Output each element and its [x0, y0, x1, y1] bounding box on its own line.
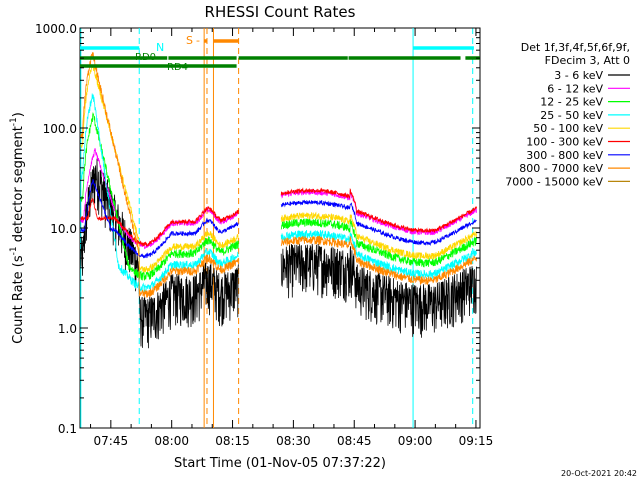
series-line-800-7000-kev — [80, 51, 239, 298]
plot-area — [79, 27, 481, 429]
y-tick-label: 1000.0 — [35, 22, 77, 36]
x-axis-label: Start Time (01-Nov-05 07:37:22) — [174, 456, 386, 471]
y-tick-label: 100.0 — [43, 122, 77, 136]
state-bars — [80, 39, 480, 68]
data-series-lines — [80, 51, 477, 349]
legend-label: 6 - 12 keV — [547, 82, 603, 95]
x-tick-label: 09:15 — [459, 434, 494, 448]
legend-label: 800 - 7000 keV — [519, 162, 603, 175]
legend-label: 3 - 6 keV — [554, 69, 603, 82]
series-line-300-800-kev — [280, 199, 477, 247]
annotation-s-label: S — [186, 34, 193, 47]
y-tick-label: 10.0 — [50, 222, 77, 236]
event-vertical-lines — [80, 28, 474, 428]
y-axis-ticks: 0.1 1.0 10.0 100.0 1000.0 — [35, 22, 480, 436]
legend: Det 1f,3f,4f,5f,6f,9f, FDecim 3, Att 0 3… — [505, 41, 630, 188]
series-line-300-800-kev — [80, 179, 239, 259]
timestamp: 20-Oct-2021 20:42 — [561, 469, 637, 478]
annotation-s-dash: - — [196, 34, 200, 47]
legend-label: 12 - 25 keV — [540, 96, 603, 109]
series-line-6-12-kev — [280, 188, 477, 236]
x-axis-ticks: 07:45 08:00 08:15 08:30 08:45 09:00 09:15 — [90, 28, 494, 448]
series-line-25-50-kev — [80, 93, 239, 293]
y-tick-label: 0.1 — [58, 422, 77, 436]
x-tick-label: 08:00 — [154, 434, 189, 448]
y-tick-label: 1.0 — [58, 322, 77, 336]
y-axis-label: Count Rate (s-1 detector segment-1) — [9, 112, 26, 344]
y-axis-label-main: Count Rate (s — [11, 255, 26, 344]
x-tick-label: 09:00 — [398, 434, 433, 448]
y-axis-label-tail: detector segment — [11, 126, 26, 246]
plot-frame — [79, 27, 481, 429]
legend-label: 25 - 50 keV — [540, 109, 603, 122]
series-line-100-300-kev — [280, 187, 477, 233]
y-axis-label-sup: -1 — [9, 246, 19, 255]
legend-label: 7000 - 15000 keV — [505, 175, 603, 188]
series-line-3-6-kev — [80, 158, 239, 349]
x-tick-label: 08:45 — [337, 434, 372, 448]
annotation-rd4-label: RD4 — [167, 62, 188, 73]
x-tick-label: 08:30 — [276, 434, 311, 448]
y-axis-label-sup2: -1 — [9, 117, 19, 126]
legend-label: 50 - 100 keV — [533, 122, 603, 135]
annotation-rd0-label: RD0 — [135, 52, 156, 63]
legend-header-line-1: Det 1f,3f,4f,5f,6f,9f, — [521, 41, 630, 54]
series-line-50-100-kev — [280, 211, 477, 260]
legend-header-line-2: FDecim 3, Att 0 — [545, 54, 630, 67]
x-tick-label: 08:15 — [215, 434, 250, 448]
chart-title: RHESSI Count Rates — [205, 3, 356, 21]
series-line-12-25-kev — [80, 111, 239, 281]
legend-label: 300 - 800 keV — [526, 149, 603, 162]
x-tick-label: 07:45 — [94, 434, 129, 448]
legend-label: 100 - 300 keV — [526, 136, 603, 149]
y-axis-label-close: ) — [11, 112, 26, 117]
series-line-12-25-kev — [280, 218, 477, 268]
annotation-n-label: N — [156, 41, 164, 54]
series-line-800-7000-kev — [280, 234, 477, 285]
